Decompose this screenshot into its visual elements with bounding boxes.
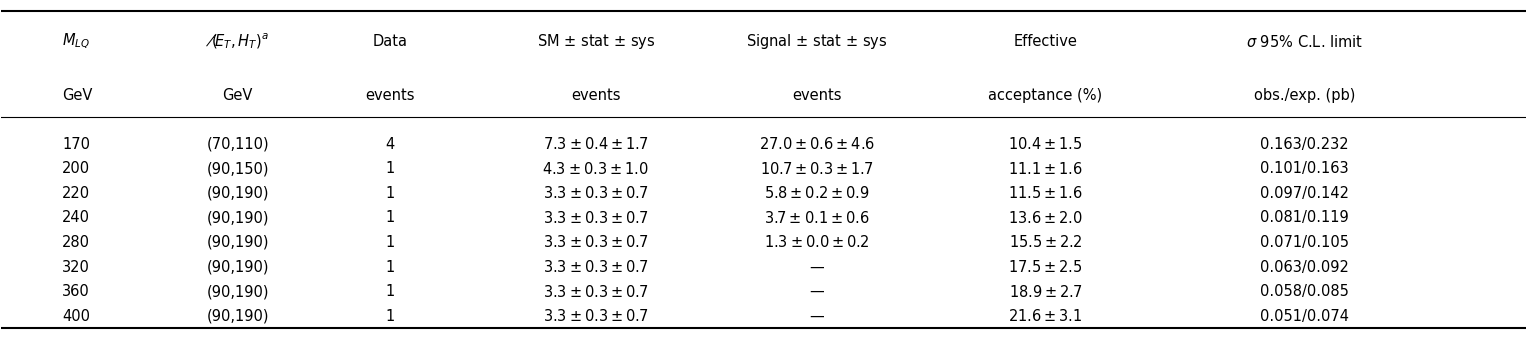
Text: events: events: [365, 88, 415, 103]
Text: 240: 240: [63, 211, 90, 225]
Text: 1: 1: [385, 211, 394, 225]
Text: $3.3 \pm 0.3 \pm 0.7$: $3.3 \pm 0.3 \pm 0.7$: [544, 308, 649, 324]
Text: 1: 1: [385, 235, 394, 250]
Text: 0.163/0.232: 0.163/0.232: [1260, 137, 1348, 152]
Text: 0.071/0.105: 0.071/0.105: [1260, 235, 1348, 250]
Text: $11.5 \pm 1.6$: $11.5 \pm 1.6$: [1008, 185, 1083, 201]
Text: $27.0 \pm 0.6 \pm 4.6$: $27.0 \pm 0.6 \pm 4.6$: [759, 136, 875, 152]
Text: (90,150): (90,150): [206, 161, 269, 176]
Text: $(\not\!E_T, H_T)^a$: $(\not\!E_T, H_T)^a$: [206, 32, 269, 52]
Text: $21.6 \pm 3.1$: $21.6 \pm 3.1$: [1008, 308, 1083, 324]
Text: (90,190): (90,190): [206, 186, 269, 201]
Text: (90,190): (90,190): [206, 308, 269, 324]
Text: 400: 400: [63, 308, 90, 324]
Text: (90,190): (90,190): [206, 211, 269, 225]
Text: 1: 1: [385, 259, 394, 275]
Text: —: —: [809, 284, 825, 299]
Text: 360: 360: [63, 284, 90, 299]
Text: $4.3 \pm 0.3 \pm 1.0$: $4.3 \pm 0.3 \pm 1.0$: [542, 161, 649, 177]
Text: 1: 1: [385, 284, 394, 299]
Text: $7.3 \pm 0.4 \pm 1.7$: $7.3 \pm 0.4 \pm 1.7$: [544, 136, 649, 152]
Text: 0.097/0.142: 0.097/0.142: [1260, 186, 1348, 201]
Text: $3.3 \pm 0.3 \pm 0.7$: $3.3 \pm 0.3 \pm 0.7$: [544, 210, 649, 226]
Text: 0.063/0.092: 0.063/0.092: [1260, 259, 1348, 275]
Text: $3.3 \pm 0.3 \pm 0.7$: $3.3 \pm 0.3 \pm 0.7$: [544, 259, 649, 275]
Text: 1: 1: [385, 161, 394, 176]
Text: $3.7 \pm 0.1 \pm 0.6$: $3.7 \pm 0.1 \pm 0.6$: [764, 210, 870, 226]
Text: 280: 280: [63, 235, 90, 250]
Text: —: —: [809, 308, 825, 324]
Text: $11.1 \pm 1.6$: $11.1 \pm 1.6$: [1008, 161, 1083, 177]
Text: $5.8 \pm 0.2 \pm 0.9$: $5.8 \pm 0.2 \pm 0.9$: [764, 185, 869, 201]
Text: 0.058/0.085: 0.058/0.085: [1260, 284, 1348, 299]
Text: (70,110): (70,110): [206, 137, 269, 152]
Text: Data: Data: [373, 34, 408, 49]
Text: obs./exp. (pb): obs./exp. (pb): [1254, 88, 1356, 103]
Text: $M_{LQ}$: $M_{LQ}$: [63, 32, 90, 52]
Text: 320: 320: [63, 259, 90, 275]
Text: GeV: GeV: [223, 88, 253, 103]
Text: $13.6 \pm 2.0$: $13.6 \pm 2.0$: [1008, 210, 1083, 226]
Text: $3.3 \pm 0.3 \pm 0.7$: $3.3 \pm 0.3 \pm 0.7$: [544, 185, 649, 201]
Text: $1.3 \pm 0.0 \pm 0.2$: $1.3 \pm 0.0 \pm 0.2$: [764, 235, 869, 251]
Text: (90,190): (90,190): [206, 284, 269, 299]
Text: 0.051/0.074: 0.051/0.074: [1260, 308, 1348, 324]
Text: 220: 220: [63, 186, 90, 201]
Text: $\sigma$ 95% C.L. limit: $\sigma$ 95% C.L. limit: [1246, 34, 1364, 50]
Text: $15.5 \pm 2.2$: $15.5 \pm 2.2$: [1009, 235, 1083, 251]
Text: 1: 1: [385, 308, 394, 324]
Text: acceptance (%): acceptance (%): [988, 88, 1102, 103]
Text: events: events: [793, 88, 841, 103]
Text: (90,190): (90,190): [206, 259, 269, 275]
Text: 170: 170: [63, 137, 90, 152]
Text: $3.3 \pm 0.3 \pm 0.7$: $3.3 \pm 0.3 \pm 0.7$: [544, 283, 649, 300]
Text: —: —: [809, 259, 825, 275]
Text: 1: 1: [385, 186, 394, 201]
Text: $10.7 \pm 0.3 \pm 1.7$: $10.7 \pm 0.3 \pm 1.7$: [760, 161, 873, 177]
Text: $17.5 \pm 2.5$: $17.5 \pm 2.5$: [1008, 259, 1083, 275]
Text: 200: 200: [63, 161, 90, 176]
Text: events: events: [571, 88, 620, 103]
Text: SM $\pm$ stat $\pm$ sys: SM $\pm$ stat $\pm$ sys: [536, 32, 655, 51]
Text: Effective: Effective: [1014, 34, 1078, 49]
Text: $3.3 \pm 0.3 \pm 0.7$: $3.3 \pm 0.3 \pm 0.7$: [544, 235, 649, 251]
Text: 0.101/0.163: 0.101/0.163: [1260, 161, 1348, 176]
Text: $18.9 \pm 2.7$: $18.9 \pm 2.7$: [1009, 283, 1083, 300]
Text: 0.081/0.119: 0.081/0.119: [1260, 211, 1348, 225]
Text: (90,190): (90,190): [206, 235, 269, 250]
Text: GeV: GeV: [63, 88, 93, 103]
Text: $10.4 \pm 1.5$: $10.4 \pm 1.5$: [1008, 136, 1083, 152]
Text: 4: 4: [385, 137, 394, 152]
Text: Signal $\pm$ stat $\pm$ sys: Signal $\pm$ stat $\pm$ sys: [747, 32, 887, 51]
